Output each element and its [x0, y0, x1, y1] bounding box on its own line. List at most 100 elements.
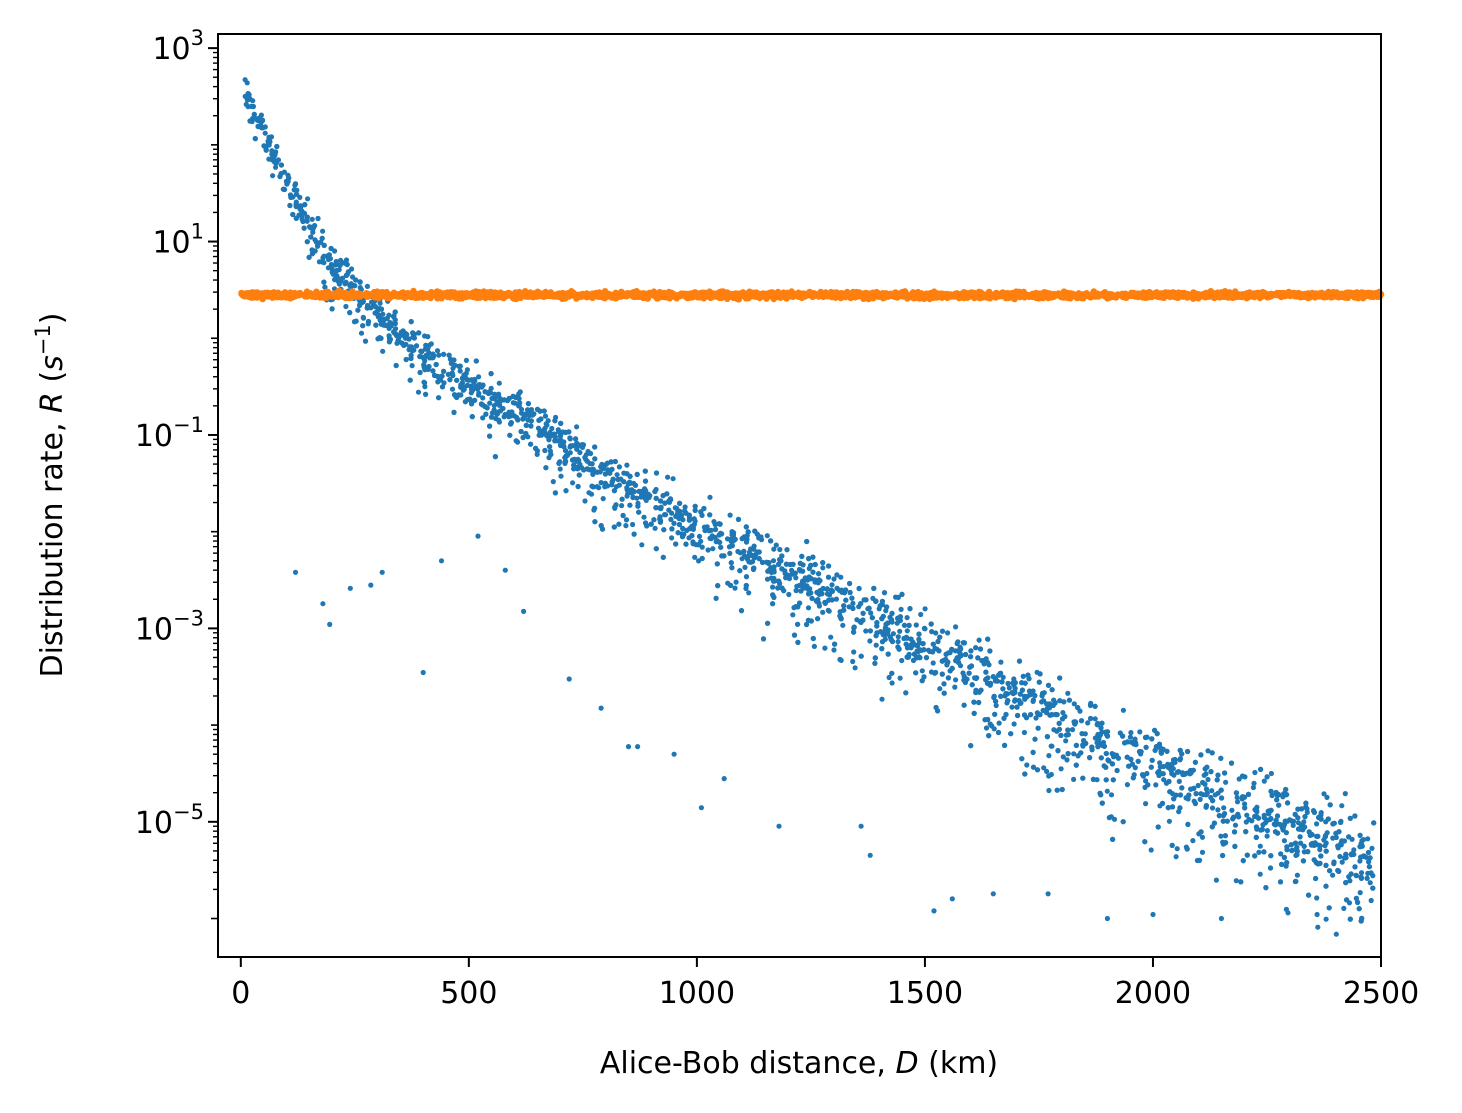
data-point [877, 603, 883, 609]
data-point [968, 648, 974, 654]
data-point [475, 533, 481, 539]
data-point [1179, 751, 1185, 757]
data-point [1069, 727, 1076, 733]
data-point [269, 148, 275, 154]
data-point [961, 702, 967, 708]
data-point [1260, 822, 1266, 828]
data-point [308, 234, 314, 240]
data-point [582, 454, 588, 460]
data-point [320, 255, 326, 261]
data-point [1165, 805, 1171, 811]
data-point [388, 323, 394, 329]
data-point [1071, 701, 1077, 707]
data-point [929, 629, 935, 635]
data-point [765, 620, 771, 626]
data-point [1044, 734, 1050, 740]
data-point [1110, 777, 1116, 783]
data-point [611, 524, 617, 530]
data-point [689, 533, 695, 539]
data-point [312, 223, 318, 229]
data-point [1339, 803, 1345, 809]
data-point [409, 348, 415, 354]
data-point [758, 534, 764, 540]
data-point [1198, 752, 1204, 758]
data-point [677, 500, 683, 506]
data-point [1313, 875, 1319, 882]
data-point [1250, 784, 1256, 791]
data-point [245, 91, 251, 97]
data-point [293, 215, 299, 221]
data-point [879, 639, 886, 645]
data-point [707, 535, 713, 541]
data-point [319, 235, 325, 241]
data-point [1339, 859, 1345, 865]
data-point [290, 194, 296, 200]
data-point [439, 384, 446, 390]
data-point [411, 335, 417, 341]
data-point [1233, 790, 1239, 796]
data-point [1032, 693, 1038, 699]
data-point [866, 605, 872, 611]
data-point [1179, 785, 1185, 791]
data-point [286, 175, 292, 181]
data-point [457, 368, 463, 374]
data-point [916, 631, 922, 637]
data-point [466, 377, 472, 383]
data-point [874, 620, 880, 626]
data-point [784, 547, 790, 553]
data-point [1258, 827, 1264, 833]
data-point [983, 725, 990, 731]
data-point [756, 556, 762, 562]
data-point [1124, 782, 1130, 788]
data-point [1036, 679, 1042, 685]
data-point [609, 466, 615, 472]
data-point [858, 823, 864, 829]
data-point [328, 245, 334, 252]
data-point [867, 638, 873, 644]
data-point [360, 323, 366, 329]
data-point [352, 283, 358, 289]
data-point [810, 569, 816, 575]
data-point [712, 521, 718, 528]
data-point [1138, 749, 1144, 755]
data-point [1272, 829, 1279, 835]
data-point [1095, 744, 1101, 750]
data-point [897, 675, 903, 681]
data-point [1100, 742, 1106, 749]
data-point [811, 643, 818, 650]
data-point [860, 617, 866, 623]
data-point [431, 372, 438, 378]
data-point [667, 496, 674, 502]
data-point [563, 488, 569, 494]
data-point [662, 511, 668, 518]
data-point [1252, 853, 1258, 859]
data-point [1297, 834, 1303, 840]
data-point [417, 369, 423, 376]
data-point [434, 348, 441, 354]
data-point [422, 384, 428, 390]
data-point [1314, 895, 1320, 901]
data-point [850, 658, 856, 665]
data-point [783, 561, 790, 567]
data-point [651, 517, 657, 523]
data-point [518, 428, 524, 435]
data-point [305, 196, 311, 202]
data-point [858, 601, 864, 607]
data-point [1366, 864, 1372, 870]
data-point [716, 532, 722, 538]
data-point [329, 306, 335, 312]
data-point [807, 576, 813, 582]
data-point [863, 628, 869, 634]
data-point [483, 411, 489, 417]
data-point [1080, 775, 1086, 781]
data-point [786, 591, 792, 598]
data-point [861, 597, 867, 603]
data-point [896, 646, 902, 652]
data-point [1046, 753, 1052, 759]
data-point [1292, 878, 1298, 885]
data-point [840, 622, 846, 628]
data-point [1148, 847, 1154, 853]
data-point [825, 591, 831, 597]
data-point [365, 318, 372, 325]
data-point [480, 395, 486, 401]
